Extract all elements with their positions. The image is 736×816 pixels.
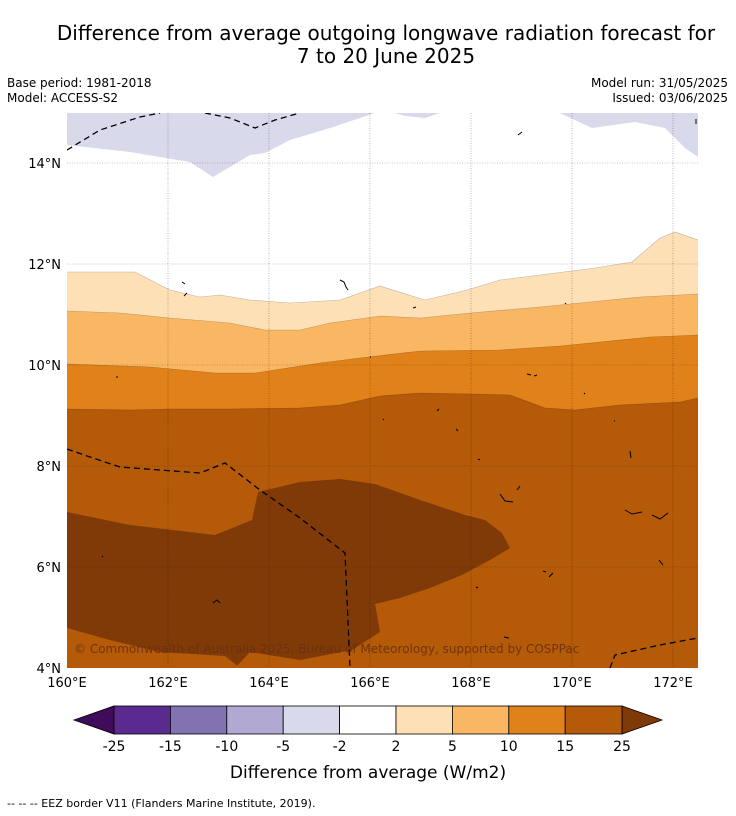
colorbar-tick: 5	[448, 739, 457, 755]
colorbar-segment	[451, 705, 510, 735]
colorbar-tick: 25	[613, 739, 631, 755]
lat-label-14N: 14°N	[28, 157, 61, 172]
colorbar-tick: 2	[392, 739, 401, 755]
colorbar-segment	[113, 705, 171, 735]
colorbar-segment	[395, 705, 453, 735]
band-15-25	[67, 479, 510, 668]
colorbar-segment	[564, 705, 623, 735]
colorbar-segment	[339, 705, 397, 735]
lat-axis: 14°N 12°N 10°N 8°N 6°N 4°N	[28, 157, 61, 677]
lat-label-12N: 12°N	[28, 258, 61, 273]
colorbar-segment	[226, 705, 284, 735]
colorbar-segment	[282, 705, 341, 735]
colorbar-tick: -2	[333, 739, 347, 755]
lon-label-170E: 170°E	[552, 676, 592, 691]
band-10-15-bottom-patch	[67, 628, 240, 668]
colorbar-ticks: -25 -15 -10 -5 -2 2 5 10 15 25	[103, 739, 631, 755]
lat-label-8N: 8°N	[37, 460, 62, 475]
copyright-text: © Commonwealth of Australia 2025, Bureau…	[74, 642, 579, 656]
colorbar-extend-low	[72, 705, 115, 735]
lon-label-166E: 166°E	[350, 676, 390, 691]
eez-borders	[67, 113, 698, 668]
base-period: Base period: 1981-2018	[7, 76, 152, 90]
gridlines	[67, 113, 698, 668]
colorbar-extend-high	[621, 705, 664, 735]
lon-label-172E: 172°E	[653, 676, 693, 691]
meta-right: Model run: 31/05/2025 Issued: 03/06/2025	[591, 76, 728, 106]
map-figure: © Commonwealth of Australia 2025, Bureau…	[28, 113, 698, 783]
band-minus5-minus2-left	[67, 113, 375, 177]
map-plot-area: © Commonwealth of Australia 2025, Bureau…	[67, 113, 698, 668]
meta-left: Base period: 1981-2018 Model: ACCESS-S2	[7, 76, 152, 106]
islands	[101, 119, 697, 639]
model-run: Model run: 31/05/2025	[590, 76, 728, 90]
title-line-1: Difference from average outgoing longwav…	[56, 21, 716, 45]
lat-label-4N: 4°N	[37, 662, 62, 677]
colorbar-label: Difference from average (W/m2)	[230, 763, 506, 783]
title-line-2: 7 to 20 June 2025	[296, 44, 476, 68]
colorbar-segment	[508, 705, 566, 735]
lon-label-160E: 160°E	[47, 676, 87, 691]
band-minus5-minus2-right	[560, 113, 698, 157]
colorbar-tick: 10	[500, 739, 518, 755]
colorbar-tick: -15	[159, 739, 182, 755]
colorbar-tick: 15	[556, 739, 574, 755]
contour-lines	[67, 231, 698, 411]
band-minus5-minus2-mid	[395, 113, 440, 118]
colorbar-tick: -5	[276, 739, 290, 755]
lon-axis: 160°E 162°E 164°E 166°E 168°E 170°E 172°…	[47, 676, 693, 691]
colorbar-segment	[169, 705, 228, 735]
lon-label-168E: 168°E	[451, 676, 491, 691]
eez-legend-footnote: -- -- -- EEZ border V11 (Flanders Marine…	[7, 797, 316, 810]
issued-date: Issued: 03/06/2025	[612, 91, 728, 105]
lat-label-6N: 6°N	[37, 561, 62, 576]
map-title: Difference from average outgoing longwav…	[0, 22, 736, 68]
colorbar: -25 -15 -10 -5 -2 2 5 10 15 25 Differenc…	[72, 705, 664, 783]
colorbar-tick: -10	[215, 739, 238, 755]
model-name: Model: ACCESS-S2	[7, 91, 119, 105]
colorbar-tick: -25	[103, 739, 126, 755]
lon-label-162E: 162°E	[148, 676, 188, 691]
lat-label-10N: 10°N	[28, 359, 61, 374]
lon-label-164E: 164°E	[249, 676, 289, 691]
